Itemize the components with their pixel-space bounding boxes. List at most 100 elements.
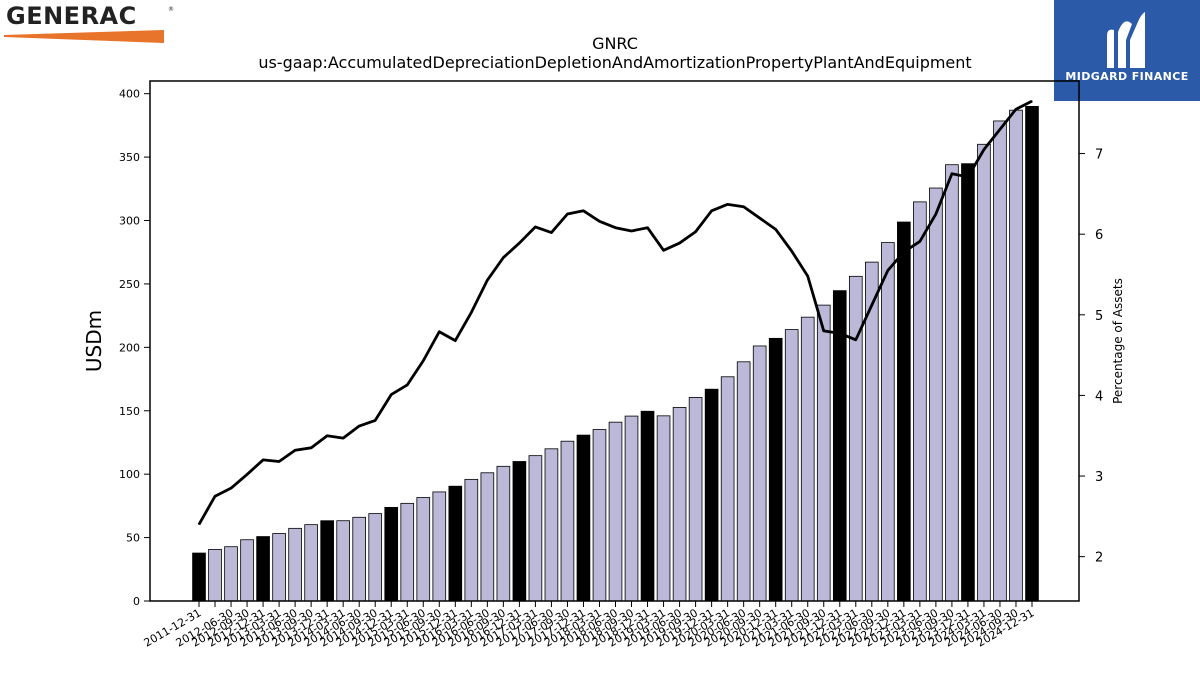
- bar: [945, 164, 959, 602]
- bar: [720, 376, 735, 602]
- line-point: [983, 148, 985, 151]
- y-tick-label: 350: [119, 151, 140, 164]
- line-point: [246, 473, 248, 476]
- line-point: [999, 128, 1001, 130]
- bar: [592, 429, 607, 602]
- bar: [1025, 105, 1039, 602]
- left-axis: 0 50 100 150 200 250 300 350 400: [119, 88, 150, 608]
- line-point: [839, 332, 841, 334]
- bar: [608, 421, 623, 602]
- bar: [400, 502, 415, 602]
- bar: [1009, 109, 1023, 602]
- line-point: [198, 523, 200, 526]
- bar: [672, 407, 687, 602]
- line-point: [390, 394, 392, 396]
- registered-mark: ®: [168, 6, 174, 13]
- line-point: [1015, 108, 1017, 110]
- bar: [288, 527, 302, 602]
- y-right-tick-label: 6: [1095, 228, 1103, 243]
- line-point: [935, 213, 937, 215]
- bar: [512, 461, 527, 602]
- bar: [528, 455, 543, 602]
- line-point: [518, 242, 520, 244]
- y-tick-label: 100: [119, 468, 140, 481]
- x-axis: 2011-12-312012-06-302012-09-302012-12-31…: [142, 601, 1037, 650]
- y-tick-label: 150: [119, 405, 140, 418]
- bar: [384, 506, 399, 602]
- line-point: [871, 304, 873, 306]
- y-tick-label: 50: [126, 532, 140, 545]
- bar: [272, 533, 286, 602]
- line-point: [358, 425, 360, 427]
- bar: [736, 361, 751, 602]
- line-point: [502, 256, 504, 259]
- line-point: [919, 240, 921, 243]
- bar: [576, 434, 591, 602]
- generac-swoosh-icon: [4, 30, 164, 43]
- bar: [640, 410, 655, 602]
- bar: [416, 497, 431, 602]
- bar: [368, 513, 383, 602]
- bar: [448, 485, 463, 602]
- line-point: [807, 275, 809, 277]
- bar: [560, 440, 575, 602]
- line-point: [582, 210, 585, 212]
- line-point: [438, 331, 440, 333]
- y-axis-right-label: Percentage of Assets: [1111, 278, 1125, 404]
- bar: [913, 201, 927, 602]
- bar: [224, 546, 238, 602]
- bar: [881, 242, 895, 602]
- bar: [752, 345, 767, 602]
- bar: [432, 491, 447, 602]
- bar: [929, 187, 943, 602]
- line-point: [759, 217, 761, 219]
- y-right-tick-label: 5: [1095, 309, 1103, 324]
- line-point: [406, 384, 408, 386]
- generac-wordmark: GENERAC: [6, 2, 137, 30]
- y-tick-label: 0: [133, 595, 140, 608]
- line-point: [678, 242, 681, 244]
- line-point: [743, 206, 745, 208]
- bar-series: [192, 105, 1039, 602]
- line-point: [711, 210, 713, 212]
- line-point: [951, 173, 953, 175]
- bar: [480, 472, 495, 602]
- bar: [352, 516, 366, 602]
- line-point: [470, 311, 472, 313]
- chart-subtitle: us-gaap:AccumulatedDepreciationDepletion…: [258, 53, 971, 72]
- y-right-tick-label: 3: [1095, 470, 1103, 485]
- bar: [496, 465, 511, 602]
- line-point: [1031, 100, 1033, 102]
- y-axis-label: USDm: [82, 310, 106, 372]
- bar: [464, 478, 479, 602]
- line-point: [294, 449, 296, 451]
- bar: [897, 221, 911, 602]
- bar: [961, 163, 975, 602]
- line-point: [214, 495, 216, 497]
- line-point: [646, 227, 649, 229]
- bar: [320, 520, 334, 602]
- line-point: [887, 269, 889, 272]
- bar: [816, 304, 831, 602]
- line-point: [967, 176, 969, 178]
- bar: [304, 524, 318, 602]
- line-point: [310, 447, 312, 449]
- bar: [832, 290, 847, 602]
- line-point: [662, 249, 665, 251]
- bar: [768, 337, 783, 602]
- line-point: [230, 487, 232, 489]
- line-point: [486, 279, 488, 281]
- line-point: [823, 330, 825, 332]
- bar: [704, 388, 719, 602]
- line-point: [278, 460, 280, 463]
- y-tick-label: 250: [119, 278, 140, 291]
- line-point: [727, 203, 729, 205]
- y-tick-label: 300: [119, 215, 140, 228]
- y-tick-label: 200: [119, 341, 140, 354]
- bar: [993, 120, 1007, 602]
- generac-logo: GENERAC ®: [4, 2, 174, 44]
- bar: [256, 536, 270, 602]
- y-right-tick-label: 2: [1095, 551, 1103, 566]
- line-point: [534, 226, 537, 228]
